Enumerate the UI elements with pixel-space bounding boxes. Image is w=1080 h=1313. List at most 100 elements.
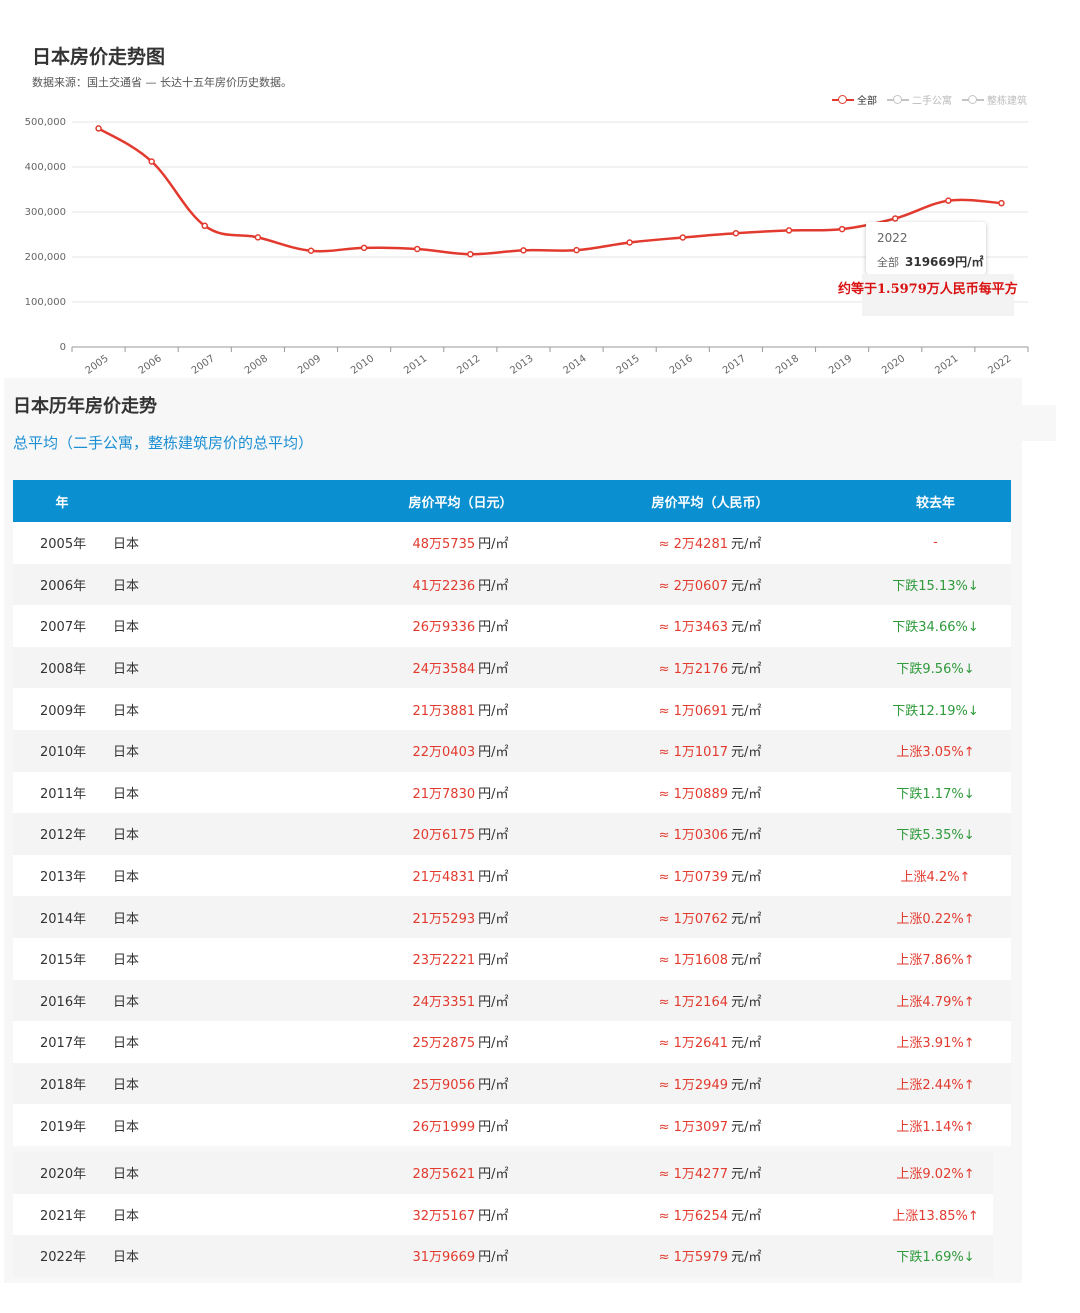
legend-item-all[interactable]: 全部 (832, 92, 877, 107)
cell-cny: ≈ 1万2176 元/㎡ (610, 647, 810, 689)
jpy-value: 26万1999 (412, 1119, 476, 1135)
data-point[interactable] (201, 222, 209, 230)
legend-item-secondhand[interactable]: 二手公寓 (887, 92, 952, 107)
cell-cny: ≈ 2万0607 元/㎡ (610, 564, 810, 606)
cny-unit: 元/㎡ (731, 1208, 762, 1224)
data-point[interactable] (945, 197, 952, 204)
cny-unit: 元/㎡ (731, 662, 762, 678)
data-point[interactable] (360, 244, 368, 252)
table-subtitle[interactable]: 总平均（二手公寓，整栋建筑房价的总平均） (13, 434, 314, 452)
jpy-unit: 円/㎡ (478, 870, 509, 886)
cell-year: 2012年 (40, 828, 87, 844)
cell-cny: ≈ 1万0889 元/㎡ (610, 772, 810, 814)
jpy-value: 31万9669 (412, 1250, 476, 1266)
data-point[interactable] (998, 199, 1005, 207)
data-point[interactable] (307, 247, 315, 255)
data-point[interactable] (95, 125, 102, 132)
cell-cny: ≈ 1万2164 元/㎡ (610, 980, 810, 1022)
cell-change: 上涨4.2%↑ (900, 870, 971, 886)
x-tick-label: 2009 (296, 353, 323, 377)
jpy-value: 24万3351 (412, 994, 476, 1010)
x-tick-label: 2010 (349, 353, 376, 377)
cell-change: 上涨0.22%↑ (896, 911, 975, 927)
cell-change: 上涨7.86%↑ (896, 953, 975, 969)
cell-country: 日本 (113, 1036, 140, 1052)
jpy-value: 22万0403 (412, 745, 476, 761)
cny-value: ≈ 1万0306 (658, 828, 728, 844)
jpy-value: 21万3881 (412, 703, 476, 719)
data-point[interactable] (573, 246, 580, 254)
data-point[interactable] (891, 215, 899, 222)
cell-country: 日本 (113, 578, 140, 594)
cell-jpy: 48万5735 円/㎡ (313, 522, 608, 564)
table-row: 2016年 日本 24万3351 円/㎡ ≈ 1万2164 元/㎡ 上涨4.79%↑ (13, 979, 1011, 1022)
cny-value: ≈ 1万2164 (658, 994, 728, 1010)
x-tick-label: 2008 (243, 353, 270, 377)
x-tick-label: 2020 (880, 353, 907, 377)
cell-year: 2009年 (40, 703, 87, 719)
x-tick-label: 2017 (721, 353, 748, 377)
x-tick-label: 2006 (137, 353, 164, 377)
cell-jpy: 22万0403 円/㎡ (313, 730, 608, 772)
y-tick-label: 0 (60, 342, 66, 353)
cell-jpy: 21万5293 円/㎡ (313, 896, 608, 938)
data-point[interactable] (520, 247, 527, 254)
table-row: 2022年 日本 31万9669 円/㎡ ≈ 1万5979 元/㎡ 下跌1.69%↓ (13, 1235, 993, 1277)
cell-country: 日本 (113, 828, 140, 844)
cny-unit: 元/㎡ (731, 1036, 762, 1052)
jpy-unit: 円/㎡ (478, 786, 509, 802)
cny-unit: 元/㎡ (731, 1167, 762, 1183)
cny-unit: 元/㎡ (731, 1078, 762, 1094)
x-tick-label: 2021 (933, 353, 960, 377)
data-point[interactable] (254, 234, 262, 241)
cell-cny: ≈ 1万5979 元/㎡ (610, 1235, 810, 1277)
jpy-unit: 円/㎡ (478, 662, 509, 678)
legend-swatch-icon (832, 94, 854, 105)
cell-change: 下跌15.13%↓ (892, 578, 979, 594)
jpy-unit: 円/㎡ (478, 953, 509, 969)
jpy-unit: 円/㎡ (478, 537, 509, 553)
y-tick-label: 200,000 (25, 252, 66, 263)
data-point[interactable] (413, 245, 421, 253)
jpy-unit: 円/㎡ (478, 745, 509, 761)
data-point[interactable] (679, 234, 687, 241)
cny-unit: 元/㎡ (731, 1250, 762, 1266)
cell-jpy: 26万9336 円/㎡ (313, 605, 608, 647)
data-point[interactable] (732, 229, 740, 237)
cny-value: ≈ 1万0762 (658, 911, 728, 927)
cny-value: ≈ 1万4277 (658, 1167, 728, 1183)
cell-country: 日本 (113, 1078, 140, 1094)
table-row: 2008年 日本 24万3584 円/㎡ ≈ 1万2176 元/㎡ 下跌9.56%↓ (13, 646, 1011, 689)
chart-subtitle: 数据来源：国土交通省 — 长达十五年房价历史数据。 (32, 76, 292, 89)
cell-change: 下跌9.56%↓ (896, 662, 975, 678)
table-row: 2011年 日本 21万7830 円/㎡ ≈ 1万0889 元/㎡ 下跌1.17%↓ (13, 771, 1011, 814)
data-point[interactable] (785, 227, 793, 234)
tooltip-series: 全部 (877, 256, 899, 269)
table-row: 2009年 日本 21万3881 円/㎡ ≈ 1万0691 元/㎡ 下跌12.19%↓ (13, 688, 1011, 730)
legend-item-building[interactable]: 整栋建筑 (962, 92, 1027, 107)
cell-jpy: 25万9056 円/㎡ (313, 1063, 608, 1105)
cell-year: 2018年 (40, 1078, 87, 1094)
jpy-unit: 円/㎡ (478, 1208, 509, 1224)
cell-country: 日本 (113, 911, 140, 927)
cell-change: 下跌5.35%↓ (896, 828, 975, 844)
data-point[interactable] (467, 250, 474, 258)
data-point[interactable] (148, 158, 155, 165)
data-point[interactable] (626, 239, 633, 246)
cell-year: 2006年 (40, 578, 87, 594)
data-point[interactable] (838, 225, 846, 233)
cny-unit: 元/㎡ (731, 703, 762, 719)
cell-country: 日本 (113, 745, 140, 761)
jpy-value: 21万5293 (412, 911, 476, 927)
cny-value: ≈ 1万5979 (658, 1250, 728, 1266)
cell-country: 日本 (113, 786, 140, 802)
cny-unit: 元/㎡ (731, 578, 762, 594)
x-tick-label: 2012 (455, 353, 482, 377)
cny-value: ≈ 1万3097 (658, 1119, 728, 1135)
cell-cny: ≈ 1万0762 元/㎡ (610, 896, 810, 938)
table-row: 2006年 日本 41万2236 円/㎡ ≈ 2万0607 元/㎡ 下跌15.13%↓ (13, 563, 1011, 606)
cell-year: 2021年 (40, 1208, 87, 1224)
cell-change: 上涨4.79%↑ (896, 994, 975, 1010)
table-row: 2013年 日本 21万4831 円/㎡ ≈ 1万0739 元/㎡ 上涨4.2%↑ (13, 854, 1011, 897)
cell-country: 日本 (113, 537, 140, 553)
